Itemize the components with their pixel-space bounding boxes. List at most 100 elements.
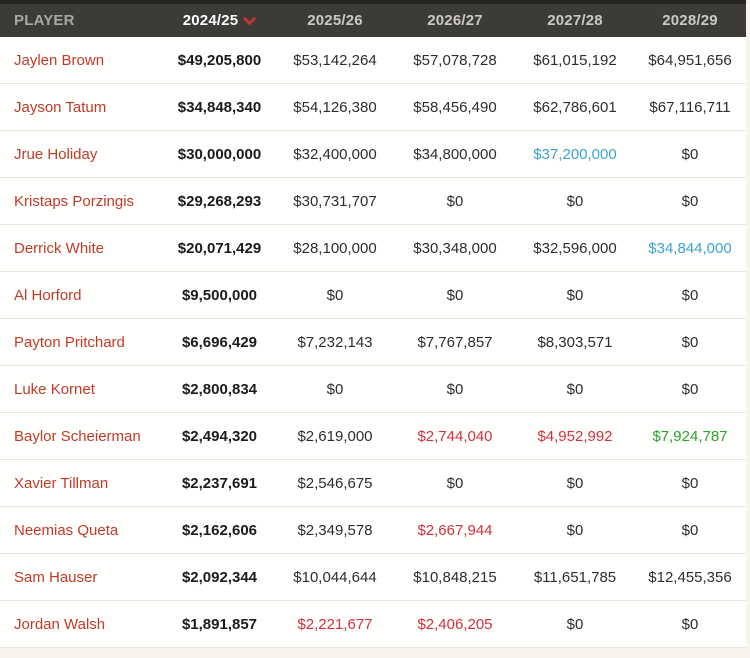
salary-cell: $34,848,340 xyxy=(163,83,276,131)
table-row: Jaylen Brown $49,205,800 $53,142,264 $57,07… xyxy=(0,37,746,84)
player-name-link[interactable]: Jaylen Brown xyxy=(0,37,163,84)
table-row: Luke Kornet $2,800,834 $0 $0 $0 $0 xyxy=(0,365,746,413)
salary-cell: $0 xyxy=(276,271,394,319)
salary-cell: $28,100,000 xyxy=(276,224,394,272)
salary-cell: $2,162,606 xyxy=(163,506,276,554)
salary-cell: $2,619,000 xyxy=(276,412,394,460)
salary-cell: $12,455,356 xyxy=(634,553,746,601)
table-row: Al Horford $9,500,000 $0 $0 $0 $0 xyxy=(0,271,746,319)
salary-cell: $1,891,857 xyxy=(163,600,276,648)
salary-cell: $0 xyxy=(516,365,634,413)
salary-cell: $32,596,000 xyxy=(516,224,634,272)
salary-cell: $29,268,293 xyxy=(163,177,276,225)
salary-cell: $53,142,264 xyxy=(276,37,394,84)
column-header-label: 2024/25 xyxy=(182,12,239,29)
salary-cell: $0 xyxy=(394,177,516,225)
salary-cell: $0 xyxy=(516,506,634,554)
player-name-link[interactable]: Luke Kornet xyxy=(0,365,163,413)
salary-cell: $0 xyxy=(394,271,516,319)
player-name-link[interactable]: Baylor Scheierman xyxy=(0,412,163,460)
salary-cell: $67,116,711 xyxy=(634,83,746,131)
salary-cell: $0 xyxy=(516,271,634,319)
salary-cell: $30,348,000 xyxy=(394,224,516,272)
column-header-player[interactable]: PLAYER xyxy=(0,2,163,37)
sort-descending-icon xyxy=(243,16,256,26)
salary-cell: $2,667,944 xyxy=(394,506,516,554)
player-name-link[interactable]: Kristaps Porzingis xyxy=(0,177,163,225)
player-name-link[interactable]: Jrue Holiday xyxy=(0,130,163,178)
salary-cell: $11,651,785 xyxy=(516,553,634,601)
column-header-2024-25[interactable]: 2024/25 xyxy=(163,2,276,37)
table-header-row: PLAYER 2024/25 2025/26 2026/27 2027/28 2… xyxy=(0,2,746,37)
salary-cell: $34,844,000 xyxy=(634,224,746,272)
salary-cell: $54,126,380 xyxy=(276,83,394,131)
salary-cell: $8,303,571 xyxy=(516,318,634,366)
player-name-link[interactable]: Derrick White xyxy=(0,224,163,272)
salary-cell: $2,349,578 xyxy=(276,506,394,554)
salary-cell: $49,205,800 xyxy=(163,37,276,84)
salary-cell: $2,744,040 xyxy=(394,412,516,460)
salary-cell: $0 xyxy=(634,271,746,319)
table-row: Jrue Holiday $30,000,000 $32,400,000 $34,80… xyxy=(0,130,746,178)
salary-cell: $32,400,000 xyxy=(276,130,394,178)
salary-cell: $0 xyxy=(634,459,746,507)
salary-cell: $6,696,429 xyxy=(163,318,276,366)
salary-cell: $0 xyxy=(394,459,516,507)
salary-cell: $34,800,000 xyxy=(394,130,516,178)
salary-cell: $58,456,490 xyxy=(394,83,516,131)
salary-cell: $20,071,429 xyxy=(163,224,276,272)
salary-cell: $0 xyxy=(634,365,746,413)
table-row: Payton Pritchard $6,696,429 $7,232,143 $7,7… xyxy=(0,318,746,366)
player-name-link[interactable]: Al Horford xyxy=(0,271,163,319)
salary-cell: $0 xyxy=(634,318,746,366)
salary-cell: $0 xyxy=(516,600,634,648)
table-row: Xavier Tillman $2,237,691 $2,546,675 $0 $0 $0 xyxy=(0,459,746,507)
player-name-link[interactable]: Jordan Walsh xyxy=(0,600,163,648)
table-body: Jaylen Brown $49,205,800 $53,142,264 $57,07… xyxy=(0,37,746,648)
salary-cell: $9,500,000 xyxy=(163,271,276,319)
salary-cell: $0 xyxy=(634,600,746,648)
column-header-2026-27[interactable]: 2026/27 xyxy=(394,2,516,37)
salary-table: PLAYER 2024/25 2025/26 2026/27 2027/28 2… xyxy=(0,0,746,648)
player-name-link[interactable]: Payton Pritchard xyxy=(0,318,163,366)
table-row: Derrick White $20,071,429 $28,100,000 $30,3… xyxy=(0,224,746,272)
salary-cell: $62,786,601 xyxy=(516,83,634,131)
salary-cell: $0 xyxy=(516,177,634,225)
salary-cell: $2,237,691 xyxy=(163,459,276,507)
salary-cell: $2,092,344 xyxy=(163,553,276,601)
salary-cell: $2,494,320 xyxy=(163,412,276,460)
salary-cell: $2,406,205 xyxy=(394,600,516,648)
salary-cell: $30,731,707 xyxy=(276,177,394,225)
table-row: Baylor Scheierman $2,494,320 $2,619,000 $2,… xyxy=(0,412,746,460)
salary-cell: $64,951,656 xyxy=(634,37,746,84)
salary-cell: $2,221,677 xyxy=(276,600,394,648)
salary-cell: $10,044,644 xyxy=(276,553,394,601)
player-name-link[interactable]: Xavier Tillman xyxy=(0,459,163,507)
column-header-2027-28[interactable]: 2027/28 xyxy=(516,2,634,37)
salary-cell: $4,952,992 xyxy=(516,412,634,460)
salary-cell: $37,200,000 xyxy=(516,130,634,178)
salary-cell: $2,546,675 xyxy=(276,459,394,507)
salary-cell: $7,924,787 xyxy=(634,412,746,460)
table-row: Kristaps Porzingis $29,268,293 $30,731,707… xyxy=(0,177,746,225)
salary-cell: $0 xyxy=(516,459,634,507)
table-row: Jordan Walsh $1,891,857 $2,221,677 $2,406,2… xyxy=(0,600,746,648)
column-header-2025-26[interactable]: 2025/26 xyxy=(276,2,394,37)
player-name-link[interactable]: Sam Hauser xyxy=(0,553,163,601)
salary-cell: $7,232,143 xyxy=(276,318,394,366)
salary-cell: $7,767,857 xyxy=(394,318,516,366)
salary-cell: $0 xyxy=(634,130,746,178)
player-name-link[interactable]: Jayson Tatum xyxy=(0,83,163,131)
table-row: Neemias Queta $2,162,606 $2,349,578 $2,667,… xyxy=(0,506,746,554)
salary-cell: $57,078,728 xyxy=(394,37,516,84)
salary-cell: $0 xyxy=(634,506,746,554)
salary-cell: $0 xyxy=(276,365,394,413)
salary-cell: $0 xyxy=(394,365,516,413)
salary-cell: $2,800,834 xyxy=(163,365,276,413)
salary-cell: $30,000,000 xyxy=(163,130,276,178)
salary-cell: $61,015,192 xyxy=(516,37,634,84)
salary-cell: $10,848,215 xyxy=(394,553,516,601)
column-header-2028-29[interactable]: 2028/29 xyxy=(634,2,746,37)
table-row: Sam Hauser $2,092,344 $10,044,644 $10,848,2… xyxy=(0,553,746,601)
player-name-link[interactable]: Neemias Queta xyxy=(0,506,163,554)
